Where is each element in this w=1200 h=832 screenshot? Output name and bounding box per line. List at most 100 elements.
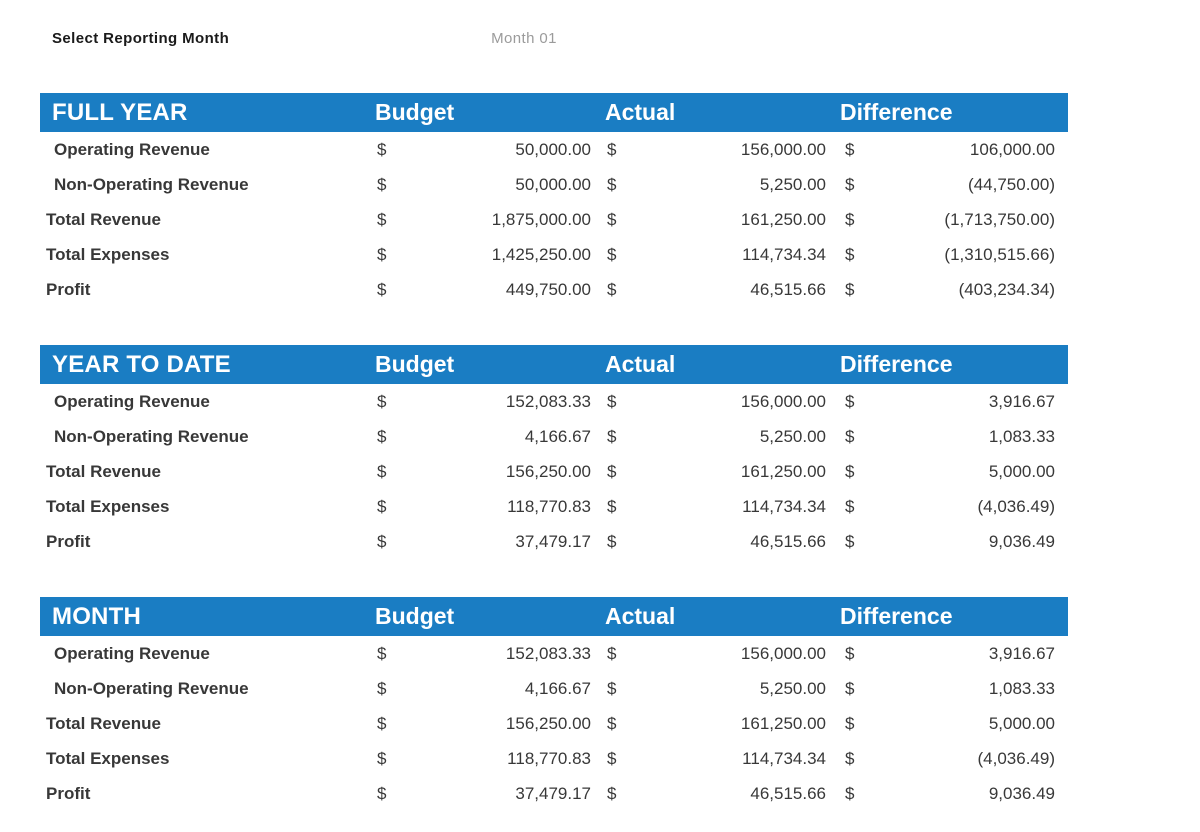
column-header-budget: Budget	[375, 99, 455, 125]
row-label: Non-Operating Revenue	[54, 679, 249, 698]
budget-cell: $4,166.67	[370, 671, 600, 706]
difference-cell: $1,083.33	[835, 671, 1068, 706]
currency-symbol: $	[845, 210, 855, 229]
cell-value: 9,036.49	[988, 532, 1055, 551]
budget-cell: $152,083.33	[370, 384, 600, 419]
budget-cell: $449,750.00	[370, 272, 600, 307]
currency-symbol: $	[845, 462, 855, 481]
budget-cell: $37,479.17	[370, 776, 600, 811]
table-row: Total Revenue $156,250.00 $161,250.00 $5…	[40, 454, 1068, 489]
cell-value: (1,713,750.00)	[944, 210, 1055, 229]
column-header-actual: Actual	[605, 99, 676, 125]
currency-symbol: $	[377, 679, 387, 698]
actual-cell: $5,250.00	[600, 671, 835, 706]
column-header-actual: Actual	[605, 351, 676, 377]
cell-value: 152,083.33	[505, 392, 591, 411]
cell-value: 9,036.49	[988, 784, 1055, 803]
currency-symbol: $	[607, 140, 617, 159]
cell-value: 156,250.00	[505, 714, 591, 733]
row-label: Profit	[46, 280, 91, 299]
actual-cell: $156,000.00	[600, 384, 835, 419]
cell-value: 5,250.00	[759, 679, 826, 698]
cell-value: 50,000.00	[515, 175, 591, 194]
row-label: Total Revenue	[46, 462, 161, 481]
currency-symbol: $	[377, 462, 387, 481]
cell-value: 156,000.00	[740, 140, 826, 159]
cell-value: 161,250.00	[740, 714, 826, 733]
difference-cell: $ (1,713,750.00)	[835, 202, 1068, 237]
actual-cell: $114,734.34	[600, 741, 835, 776]
table-row: Total Revenue $156,250.00 $161,250.00 $5…	[40, 706, 1068, 741]
currency-symbol: $	[607, 462, 617, 481]
column-header-difference: Difference	[840, 99, 953, 125]
table-row: Non-Operating Revenue $50,000.00 $5,250.…	[40, 167, 1068, 202]
currency-symbol: $	[845, 175, 855, 194]
budget-cell: $156,250.00	[370, 454, 600, 489]
currency-symbol: $	[377, 714, 387, 733]
difference-cell: $ (44,750.00)	[835, 167, 1068, 202]
table-row: Profit $37,479.17 $46,515.66 $9,036.49	[40, 776, 1068, 811]
currency-symbol: $	[607, 679, 617, 698]
currency-symbol: $	[377, 644, 387, 663]
section-title: YEAR TO DATE	[52, 351, 231, 378]
actual-cell: $114,734.34	[600, 237, 835, 272]
difference-cell: $ (403,234.34)	[835, 272, 1068, 307]
cell-value: 1,083.33	[988, 679, 1055, 698]
cell-value: 46,515.66	[750, 784, 826, 803]
cell-value: 37,479.17	[515, 532, 591, 551]
currency-symbol: $	[845, 427, 855, 446]
actual-cell: $114,734.34	[600, 489, 835, 524]
currency-symbol: $	[607, 714, 617, 733]
currency-symbol: $	[845, 532, 855, 551]
actual-cell: $161,250.00	[600, 706, 835, 741]
currency-symbol: $	[377, 392, 387, 411]
cell-value: 4,166.67	[524, 679, 591, 698]
currency-symbol: $	[377, 427, 387, 446]
cell-value: 50,000.00	[515, 140, 591, 159]
budget-cell: $118,770.83	[370, 489, 600, 524]
row-label: Non-Operating Revenue	[54, 427, 249, 446]
cell-value: 5,250.00	[759, 427, 826, 446]
currency-symbol: $	[845, 392, 855, 411]
cell-value: 449,750.00	[505, 280, 591, 299]
currency-symbol: $	[377, 749, 387, 768]
actual-cell: $5,250.00	[600, 419, 835, 454]
currency-symbol: $	[377, 140, 387, 159]
budget-cell: $156,250.00	[370, 706, 600, 741]
cell-value: 4,166.67	[524, 427, 591, 446]
section-header: YEAR TO DATE Budget Actual Difference	[40, 345, 1068, 384]
currency-symbol: $	[607, 497, 617, 516]
currency-symbol: $	[607, 427, 617, 446]
currency-symbol: $	[377, 245, 387, 264]
section-header: MONTH Budget Actual Difference	[40, 597, 1068, 636]
difference-cell: $3,916.67	[835, 636, 1068, 671]
cell-value: (403,234.34)	[958, 280, 1055, 299]
currency-symbol: $	[607, 784, 617, 803]
actual-cell: $156,000.00	[600, 132, 835, 167]
actual-cell: $46,515.66	[600, 524, 835, 559]
table-row: Total Expenses $118,770.83 $114,734.34 $…	[40, 489, 1068, 524]
budget-cell: $50,000.00	[370, 132, 600, 167]
row-label: Profit	[46, 784, 91, 803]
month-selector[interactable]: Month 01	[491, 30, 557, 47]
row-label: Total Revenue	[46, 210, 161, 229]
table-row: Profit $37,479.17 $46,515.66 $9,036.49	[40, 524, 1068, 559]
cell-value: (44,750.00)	[968, 175, 1055, 194]
column-header-budget: Budget	[375, 603, 455, 629]
currency-symbol: $	[845, 245, 855, 264]
currency-symbol: $	[377, 497, 387, 516]
row-label: Total Revenue	[46, 714, 161, 733]
cell-value: 152,083.33	[505, 644, 591, 663]
budget-cell: $50,000.00	[370, 167, 600, 202]
budget-cell: $1,425,250.00	[370, 237, 600, 272]
actual-cell: $161,250.00	[600, 202, 835, 237]
cell-value: 5,000.00	[988, 714, 1055, 733]
currency-symbol: $	[607, 532, 617, 551]
section-header: FULL YEAR Budget Actual Difference	[40, 93, 1068, 132]
section-month: MONTH Budget Actual Difference Operating…	[40, 597, 1068, 811]
budget-cell: $152,083.33	[370, 636, 600, 671]
budget-cell: $37,479.17	[370, 524, 600, 559]
table-row: Total Expenses $118,770.83 $114,734.34 $…	[40, 741, 1068, 776]
currency-symbol: $	[845, 140, 855, 159]
currency-symbol: $	[845, 280, 855, 299]
